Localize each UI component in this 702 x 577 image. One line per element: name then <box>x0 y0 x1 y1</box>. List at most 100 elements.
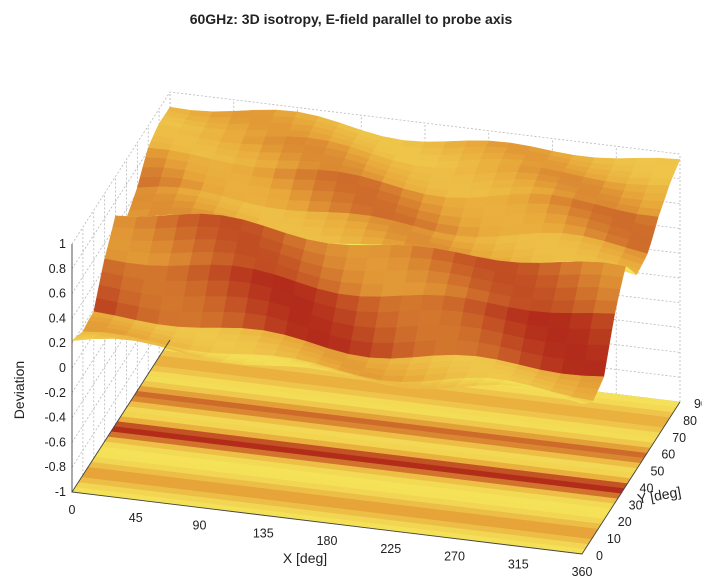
surface-cell <box>351 325 376 344</box>
surface-cell <box>401 282 427 297</box>
surface-cell <box>154 214 180 230</box>
surface-cell <box>550 300 576 314</box>
surface-cell <box>270 116 296 124</box>
surface-cell <box>534 274 560 289</box>
surface-cell <box>241 136 266 146</box>
surface-cell <box>133 215 159 230</box>
surface-cell <box>205 280 230 297</box>
surface-cell <box>197 213 223 228</box>
surface-cell <box>404 270 430 284</box>
surface-cell <box>655 157 681 166</box>
surface-cell <box>393 325 419 344</box>
surface-cell <box>364 257 390 272</box>
surface-cell <box>227 116 253 125</box>
surface-cell <box>458 217 484 228</box>
surface-cell <box>644 184 670 194</box>
surface-cell <box>136 176 162 189</box>
surface-cell <box>202 296 227 313</box>
z-tick-label: -0.4 <box>44 411 66 425</box>
surface-cell <box>149 240 175 254</box>
surface-cell <box>582 360 607 377</box>
surface-cell <box>309 190 335 203</box>
z-tick-label: -0.8 <box>44 460 66 474</box>
surface-cell <box>304 211 329 221</box>
surface-cell <box>155 186 181 195</box>
surface-cell <box>553 246 579 256</box>
surface-cell <box>141 279 166 297</box>
surface-cell <box>524 203 550 215</box>
surface-cell <box>412 340 437 358</box>
surface-cell <box>344 220 369 230</box>
surface-cell <box>242 312 267 331</box>
surface-cell <box>437 153 463 162</box>
surface-cell <box>269 178 295 191</box>
y-tick-label: 20 <box>618 515 632 529</box>
surface-cell <box>498 158 524 166</box>
surface-cell <box>464 140 490 148</box>
surface-cell <box>265 129 290 138</box>
surface-cell <box>221 311 246 329</box>
surface-cell <box>160 295 185 313</box>
surface-cell <box>296 160 322 171</box>
surface-cell <box>256 152 282 162</box>
y-tick-label: 70 <box>672 431 686 445</box>
surface-cell <box>628 171 654 179</box>
surface-cell <box>272 168 298 180</box>
surface-cell <box>463 196 489 209</box>
surface-cell <box>320 227 345 237</box>
surface-cell <box>236 334 262 343</box>
surface-cell <box>650 171 675 179</box>
z-tick-label: 0.4 <box>49 311 66 325</box>
surface-cell <box>251 109 277 118</box>
surface-cell <box>388 244 414 259</box>
surface-cell <box>234 340 259 349</box>
surface-cell <box>496 164 521 174</box>
z-axis-label: Deviation <box>11 361 27 419</box>
surface-cell <box>547 312 573 330</box>
surface-cell <box>506 193 532 206</box>
y-tick-label: 0 <box>596 549 603 563</box>
surface-cell <box>441 295 467 313</box>
surface-cell <box>383 270 408 285</box>
surface-cell <box>417 310 443 327</box>
surface-cell <box>181 296 206 313</box>
surface-cell <box>551 254 576 263</box>
surface-cell <box>388 357 413 365</box>
x-tick-label: 225 <box>380 542 401 556</box>
surface-cell <box>209 111 235 119</box>
surface-cell <box>178 311 204 329</box>
surface-cell <box>436 324 461 341</box>
x-tick-label: 0 <box>69 503 76 517</box>
surface-cell <box>390 341 416 360</box>
surface-cell <box>558 261 584 276</box>
z-tick-label: -0.2 <box>44 386 66 400</box>
surface-cell <box>353 311 379 329</box>
surface-cell <box>532 287 557 301</box>
surface-cell <box>218 327 243 335</box>
surface-cell <box>593 300 618 315</box>
surface-cell <box>338 235 364 245</box>
surface-cell <box>341 228 366 238</box>
x-tick-label: 90 <box>193 519 207 533</box>
y-tick-label: 90 <box>694 397 702 411</box>
surface-cell <box>112 215 138 230</box>
surface-cell <box>225 123 250 131</box>
surface-cell <box>420 294 446 311</box>
surface-cell <box>146 253 172 267</box>
surface-cell <box>465 371 490 379</box>
x-tick-label: 315 <box>508 557 529 571</box>
surface-cell <box>168 252 193 267</box>
surface-cell <box>170 239 196 254</box>
surface-cell <box>529 299 554 314</box>
z-tick-label: -0.6 <box>44 435 66 449</box>
surface-cell <box>168 207 194 216</box>
y-tick-label: 30 <box>629 498 643 512</box>
surface-cell <box>457 325 482 343</box>
surface-cell <box>186 264 212 282</box>
surface-cell <box>362 270 387 285</box>
surface-cell <box>399 294 424 312</box>
surface-cell <box>262 136 287 146</box>
surface-cell <box>634 157 660 166</box>
surface-cell <box>421 141 447 149</box>
